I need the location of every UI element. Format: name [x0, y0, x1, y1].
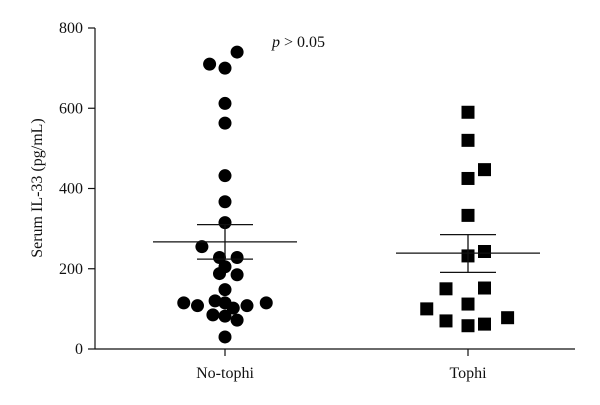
data-point-square [501, 311, 515, 325]
x-tick-label: No-tophi [196, 365, 254, 382]
y-tick-label: 200 [59, 261, 83, 278]
data-point-circle [177, 296, 191, 310]
p-value-text: > 0.05 [280, 34, 325, 51]
data-point-circle [226, 301, 240, 315]
data-point-square [461, 171, 475, 185]
y-ticks: 0 200 400 600 800 [59, 20, 95, 358]
data-point-circle [218, 169, 232, 183]
data-point-square [478, 281, 491, 295]
data-point-circle [218, 61, 232, 75]
x-ticks: No-tophi Tophi [196, 349, 487, 382]
data-point-circle [218, 116, 232, 130]
y-axis-label: Serum IL-33 (pg/mL) [29, 118, 46, 258]
data-point-circle [230, 251, 244, 265]
data-point-circle [191, 299, 204, 313]
data-point-circle [240, 299, 254, 313]
data-point-square [478, 317, 491, 331]
mean-sem-bars [153, 223, 540, 274]
data-point-square [461, 105, 475, 119]
x-tick-label: Tophi [449, 365, 487, 382]
data-point-circle [206, 308, 220, 322]
p-value-annotation: p > 0.05 [271, 34, 325, 51]
data-point-circle [230, 313, 244, 327]
data-point-circle [218, 96, 232, 110]
data-point-circle [218, 309, 232, 323]
data-point-square [461, 319, 475, 333]
data-point-circle [218, 283, 232, 297]
data-point-square [439, 282, 453, 296]
axes [94, 28, 575, 350]
data-point-square [439, 314, 453, 328]
data-point-circle [203, 57, 217, 71]
data-point-square [461, 208, 475, 222]
data-point-circle [218, 216, 232, 230]
data-point-circle [230, 45, 244, 59]
y-tick-label: 600 [59, 100, 83, 117]
y-tick-label: 400 [59, 181, 83, 198]
data-point-square [420, 302, 434, 316]
data-point-square [478, 163, 491, 177]
data-point-circle [208, 294, 222, 308]
p-symbol: p [271, 34, 280, 51]
data-point-square [461, 297, 475, 311]
data-point-circle [195, 240, 209, 254]
data-point-square [461, 133, 475, 147]
y-tick-label: 0 [75, 341, 83, 358]
data-point-circle [230, 268, 244, 282]
data-point-circle [218, 195, 232, 209]
data-point-circle [218, 330, 232, 344]
y-tick-label: 800 [59, 20, 83, 37]
data-points [177, 45, 515, 344]
data-point-circle [259, 296, 273, 310]
data-point-circle [218, 260, 232, 274]
data-point-square [478, 244, 491, 258]
